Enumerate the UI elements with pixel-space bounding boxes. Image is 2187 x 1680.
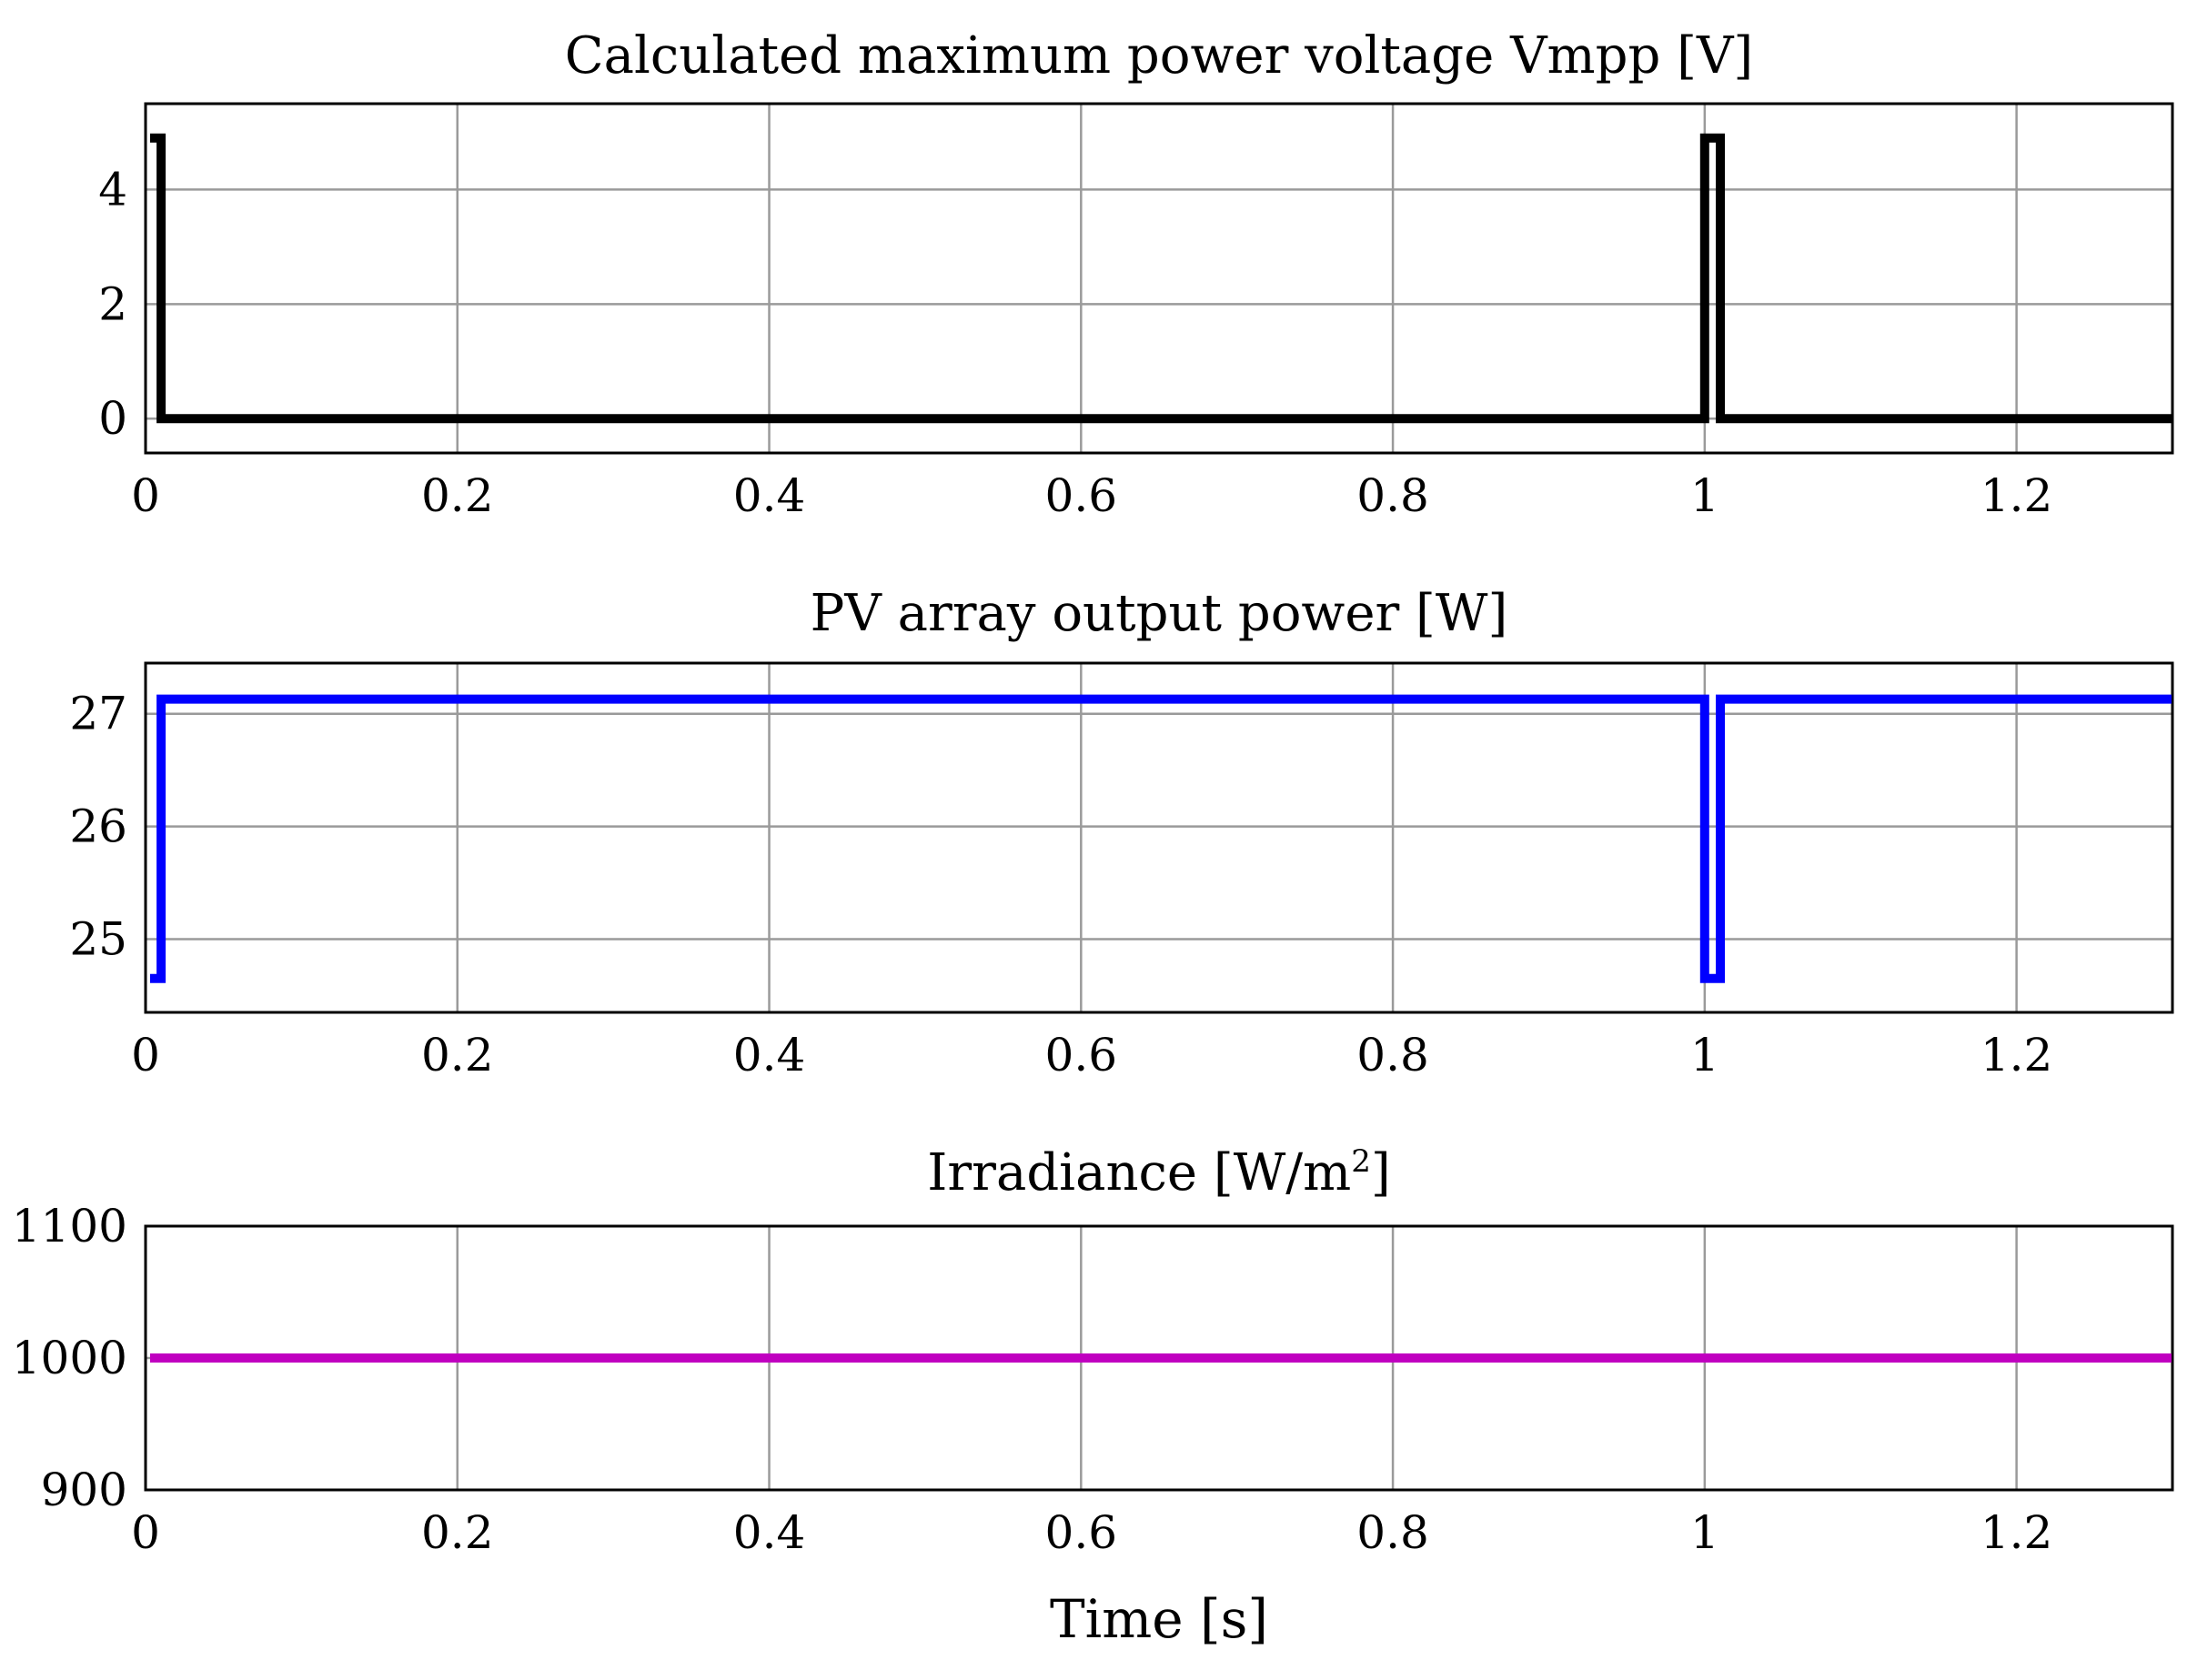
vmpp-series-line — [150, 133, 2172, 424]
vmpp-y-tick-label: 0 — [98, 392, 127, 445]
vmpp-frame — [144, 102, 2174, 455]
irradiance-frame — [144, 1224, 2174, 1492]
irradiance-y-tick-label: 1000 — [12, 1332, 127, 1384]
irradiance-x-tick-label: 0.8 — [1356, 1506, 1429, 1559]
power-x-tick-label: 0.2 — [421, 1029, 494, 1081]
irradiance-ticks: 0 0.2 0.4 0.6 0.8 1 1.2 900 1000 1100 — [12, 1200, 2053, 1559]
power-frame — [144, 661, 2174, 1014]
irradiance-x-tick-label: 0.4 — [733, 1506, 806, 1559]
irradiance-x-tick-label: 0.6 — [1045, 1506, 1118, 1559]
power-title: PV array output power [W] — [811, 584, 1508, 643]
power-x-tick-label: 0 — [131, 1029, 160, 1081]
power-ticks: 0 0.2 0.4 0.6 0.8 1 1.2 25 26 27 — [69, 688, 2052, 1081]
power-x-tick-label: 0.4 — [733, 1029, 806, 1081]
vmpp-y-tick-label: 2 — [98, 277, 127, 330]
power-x-tick-label: 1 — [1690, 1029, 1719, 1081]
power-x-tick-label: 0.8 — [1356, 1029, 1429, 1081]
irradiance-x-tick-label: 0.2 — [421, 1506, 494, 1559]
irradiance-title-suffix: ] — [1371, 1143, 1391, 1202]
vmpp-x-tick-label: 0 — [131, 469, 160, 522]
power-y-tick-label: 27 — [69, 688, 127, 740]
vmpp-title: Calculated maximum power voltage Vmpp [V… — [565, 26, 1754, 86]
vmpp-x-tick-label: 0.4 — [733, 469, 806, 522]
panel-irradiance: Irradiance [W/m2] 0 0.2 0.4 0.6 0.8 1 1.2 900 10… — [12, 1143, 2174, 1650]
vmpp-x-tick-label: 0.2 — [421, 469, 494, 522]
irradiance-title-main: Irradiance [W/m — [927, 1143, 1351, 1202]
panel-power: PV array output power [W] 0 0.2 0.4 0.6 0.8 1… — [69, 584, 2174, 1081]
irradiance-y-tick-label: 1100 — [12, 1200, 127, 1252]
irradiance-x-tick-label: 1 — [1690, 1506, 1719, 1559]
power-x-tick-label: 0.6 — [1045, 1029, 1118, 1081]
irradiance-x-tick-label: 0 — [131, 1506, 160, 1559]
power-y-tick-label: 26 — [69, 800, 127, 853]
vmpp-x-tick-label: 0.8 — [1356, 469, 1429, 522]
vmpp-x-tick-label: 1.2 — [1980, 469, 2053, 522]
irradiance-y-tick-label: 900 — [41, 1464, 127, 1516]
power-y-tick-label: 25 — [69, 912, 127, 965]
power-grid — [146, 663, 2172, 1012]
irradiance-x-tick-label: 1.2 — [1980, 1506, 2053, 1559]
vmpp-ticks: 0 0.2 0.4 0.6 0.8 1 1.2 0 2 4 — [98, 163, 2052, 522]
panel-vmpp: Calculated maximum power voltage Vmpp [V… — [98, 26, 2174, 522]
vmpp-y-tick-label: 4 — [98, 163, 127, 216]
irradiance-title: Irradiance [W/m2] — [927, 1143, 1390, 1202]
vmpp-x-tick-label: 1 — [1690, 469, 1719, 522]
irradiance-title-superscript: 2 — [1351, 1143, 1371, 1180]
vmpp-grid — [146, 104, 2172, 453]
x-axis-label: Time [s] — [1050, 1588, 1268, 1650]
power-series-line — [150, 694, 2172, 983]
vmpp-x-tick-label: 0.6 — [1045, 469, 1118, 522]
power-x-tick-label: 1.2 — [1980, 1029, 2053, 1081]
